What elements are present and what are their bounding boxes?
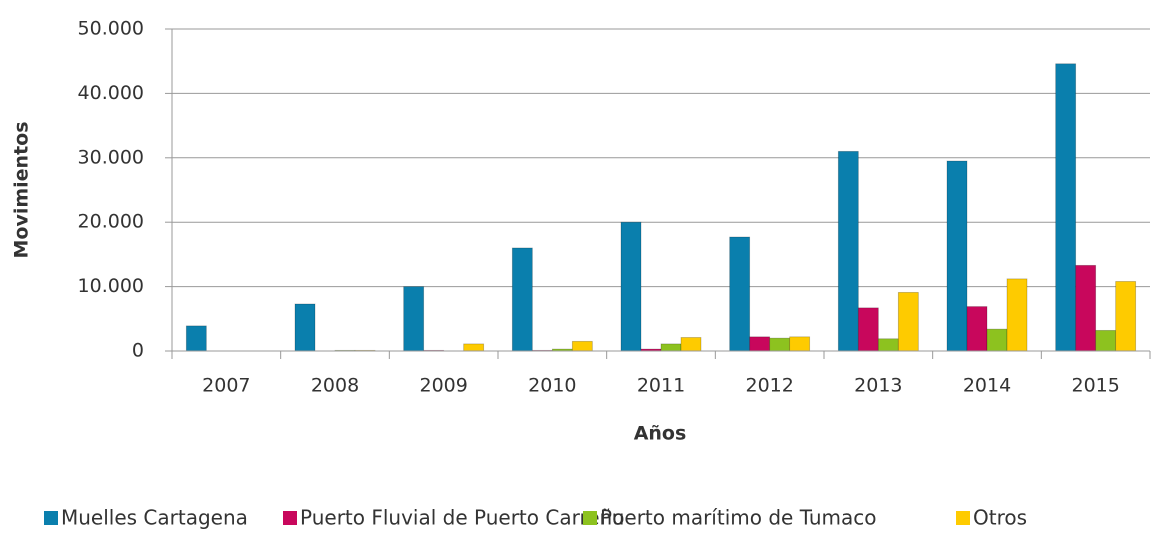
x-tick-label: 2013 <box>854 375 902 397</box>
legend-swatch <box>956 511 970 525</box>
bar <box>571 340 593 352</box>
bar <box>789 336 811 352</box>
y-tick-label: 30.000 <box>78 146 144 168</box>
bar <box>1115 281 1137 352</box>
legend-label: Puerto marítimo de Tumaco <box>600 506 877 530</box>
legend-swatch <box>583 511 597 525</box>
legend-swatch <box>283 511 297 525</box>
y-tick-label: 0 <box>132 340 144 362</box>
x-tick-label: 2014 <box>963 375 1011 397</box>
x-tick-label: 2011 <box>637 375 685 397</box>
x-tick-label: 2008 <box>311 375 359 397</box>
y-tick-label: 10.000 <box>78 275 144 297</box>
x-tick-label: 2012 <box>745 375 793 397</box>
y-tick-label: 50.000 <box>78 18 144 40</box>
bar <box>1006 278 1028 352</box>
y-tick-label: 40.000 <box>78 82 144 104</box>
bar <box>620 221 642 352</box>
bar <box>986 328 1008 352</box>
bar <box>897 291 919 352</box>
bar <box>660 343 682 352</box>
bar <box>403 286 425 352</box>
x-tick-label: 2010 <box>528 375 576 397</box>
bar <box>837 150 859 352</box>
bar <box>769 337 791 352</box>
bar <box>294 303 316 352</box>
bar <box>966 306 988 352</box>
x-tick-label: 2015 <box>1071 375 1119 397</box>
y-tick-label: 20.000 <box>78 211 144 233</box>
legend-label: Muelles Cartagena <box>61 506 248 530</box>
bar <box>946 160 968 352</box>
bar <box>680 337 702 352</box>
x-tick-label: 2009 <box>419 375 467 397</box>
y-axis-label: Movimientos <box>11 121 33 258</box>
legend-label: Otros <box>973 506 1027 530</box>
bar <box>511 247 533 352</box>
bar <box>729 236 751 352</box>
bar <box>857 307 879 352</box>
bar <box>1095 329 1117 352</box>
bar <box>877 338 899 352</box>
bar <box>185 325 207 352</box>
bar <box>1055 63 1077 352</box>
bar <box>1075 264 1097 352</box>
legend-swatch <box>44 511 58 525</box>
legend-label: Puerto Fluvial de Puerto Carreño <box>300 506 624 530</box>
x-tick-label: 2007 <box>202 375 250 397</box>
bar <box>749 336 771 352</box>
x-axis-label: Años <box>634 423 687 445</box>
bar <box>463 343 485 352</box>
